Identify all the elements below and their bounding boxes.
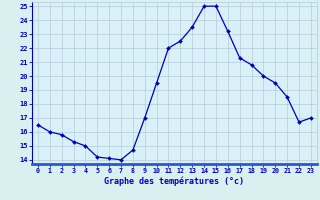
- X-axis label: Graphe des températures (°c): Graphe des températures (°c): [104, 177, 244, 186]
